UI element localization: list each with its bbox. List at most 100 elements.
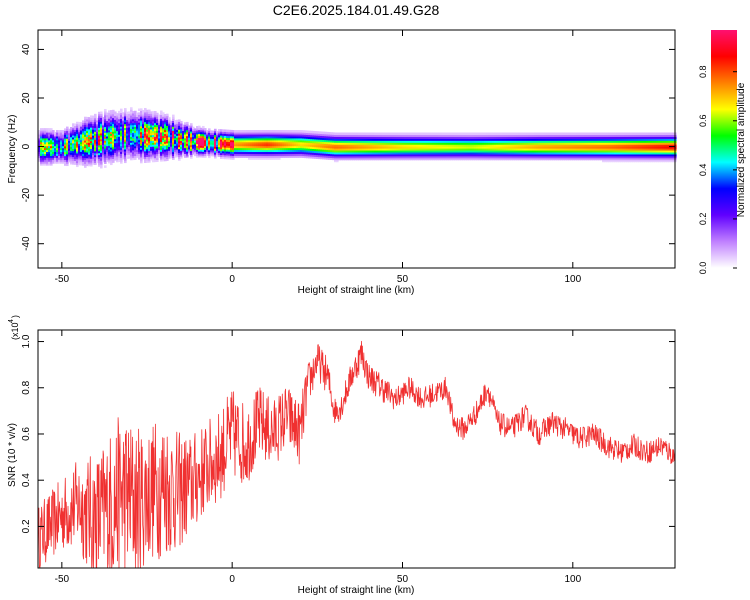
heatmap-cell [72,150,75,154]
heatmap-cell [496,146,499,149]
heatmap-cell [446,153,449,157]
heatmap-cell [134,134,137,137]
heatmap-cell [616,138,619,141]
heatmap-cell [190,130,193,134]
heatmap-cell [114,115,117,118]
heatmap-cell [582,148,585,151]
heatmap-cell [46,137,49,141]
heatmap-cell [614,146,617,149]
heatmap-cell [82,126,85,129]
heatmap-cell [214,134,217,138]
heatmap-cell [274,145,277,149]
heatmap-cell [186,139,189,142]
heatmap-cell [162,114,165,117]
heatmap-cell [546,138,549,141]
heatmap-cell [132,138,135,141]
heatmap-cell [572,138,575,141]
heatmap-cell [150,134,153,138]
heatmap-cell [584,153,587,157]
heatmap-cell [200,145,203,148]
heatmap-cell [82,143,85,147]
heatmap-cell [638,146,641,149]
heatmap-cell [140,145,143,148]
heatmap-cell [178,133,181,136]
heatmap-cell [164,119,167,123]
heatmap-cell [606,146,609,149]
heatmap-cell [44,128,47,131]
heatmap-cell [248,139,251,143]
heatmap-cell [580,153,583,157]
heatmap-cell [440,148,443,151]
heatmap-cell [242,147,245,151]
heatmap-cell [432,146,435,149]
heatmap-cell [476,151,479,155]
heatmap-cell [454,144,457,147]
heatmap-cell [154,130,157,133]
heatmap-cell [296,155,299,158]
heatmap-cell [112,111,115,115]
heatmap-cell [598,146,601,149]
heatmap-cell [70,156,73,159]
heatmap-cell [534,144,537,147]
heatmap-cell [100,136,103,140]
heatmap-cell [126,138,129,142]
heatmap-cell [372,157,375,161]
heatmap-cell [98,158,101,161]
heatmap-cell [180,142,183,145]
heatmap-cell [574,148,577,151]
heatmap-cell [374,138,377,141]
heatmap-cell [444,155,447,159]
heatmap-cell [94,152,97,156]
heatmap-cell [60,135,63,139]
heatmap-cell [446,132,449,136]
heatmap-cell [648,157,651,161]
heatmap-cell [110,115,113,119]
heatmap-cell [410,138,413,141]
heatmap-cell [378,153,381,157]
heatmap-cell [352,140,355,143]
heatmap-cell [212,142,215,145]
heatmap-cell [264,133,267,137]
heatmap-cell [280,145,283,149]
heatmap-cell [216,152,219,155]
heatmap-cell [352,136,355,139]
heatmap-cell [244,135,247,139]
heatmap-cell [558,136,561,139]
heatmap-cell [54,135,57,139]
heatmap-cell [158,122,161,125]
heatmap-cell [586,138,589,141]
heatmap-cell [554,132,557,136]
heatmap-cell [486,132,489,136]
heatmap-cell [362,136,365,139]
heatmap-cell [336,132,339,136]
heatmap-cell [172,120,175,123]
heatmap-cell [136,139,139,143]
heatmap-cell [150,132,153,136]
heatmap-cell [522,136,525,139]
heatmap-cell [208,134,211,137]
heatmap-cell [450,138,453,141]
heatmap-cell [138,153,141,156]
heatmap-cell [160,124,163,127]
heatmap-cell [396,149,399,153]
heatmap-cell [150,154,153,157]
heatmap-cell [640,149,643,153]
heatmap-cell [386,146,389,149]
heatmap-cell [202,145,205,148]
heatmap-cell [608,146,611,149]
heatmap-cell [84,155,87,159]
heatmap-cell [102,155,105,159]
heatmap-cell [234,147,237,151]
heatmap-cell [132,149,135,153]
heatmap-cell [56,157,59,160]
heatmap-cell [160,139,163,143]
heatmap-cell [190,134,193,138]
heatmap-cell [370,149,373,153]
heatmap-cell [116,124,119,128]
heatmap-cell [232,157,235,160]
heatmap-cell [86,151,89,155]
heatmap-cell [618,155,621,159]
heatmap-cell [216,134,219,138]
heatmap-cell [508,155,511,159]
heatmap-cell [450,151,453,155]
